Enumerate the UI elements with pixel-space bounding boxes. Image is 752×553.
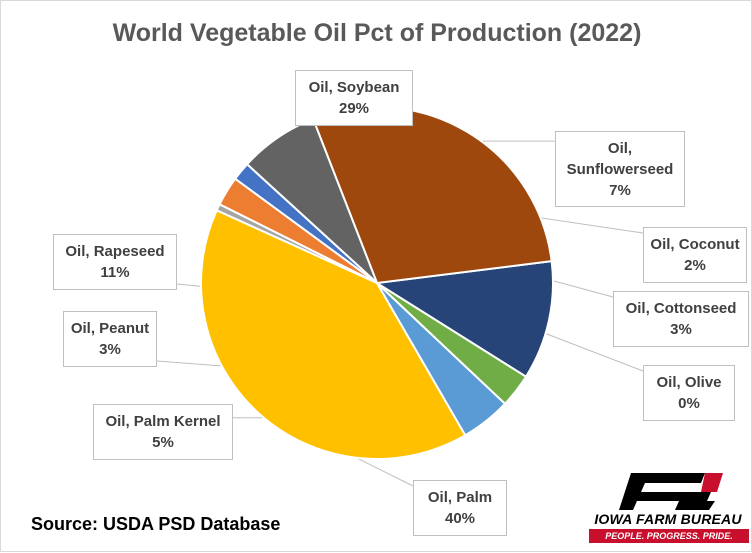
data-label-percent: 11% bbox=[100, 264, 130, 281]
data-label-percent: 7% bbox=[609, 181, 631, 199]
data-label-oil-soybean: Oil, Soybean 29% bbox=[295, 70, 413, 126]
data-label-oil-sunflowerseed: Oil, Sunflowerseed 7% bbox=[555, 131, 685, 207]
logo-name: IOWA FARM BUREAU bbox=[594, 511, 742, 527]
data-label-category: Oil, Soybean bbox=[308, 79, 400, 96]
data-label-category: Oil, Rapeseed bbox=[65, 243, 165, 260]
data-label-category: Oil, Palm Kernel bbox=[105, 413, 221, 430]
data-label-category: Oil, bbox=[607, 139, 633, 157]
data-label-category: Oil, Peanut bbox=[70, 320, 150, 337]
data-label-category: Oil, Cottonseed bbox=[625, 300, 737, 317]
data-label-category: Sunflowerseed bbox=[566, 160, 674, 178]
pie-slices bbox=[200, 106, 554, 460]
chart-title: World Vegetable Oil Pct of Production (2… bbox=[112, 19, 642, 47]
data-label-oil-rapeseed: Oil, Rapeseed 11% bbox=[53, 234, 177, 290]
data-label-percent: 5% bbox=[152, 434, 174, 451]
data-label-percent: 29% bbox=[338, 100, 370, 117]
data-label-oil-palm-kernel: Oil, Palm Kernel 5% bbox=[93, 404, 233, 460]
data-label-percent: 3% bbox=[99, 341, 121, 358]
farm-bureau-mark-icon bbox=[619, 473, 723, 510]
data-label-category: Oil, Coconut bbox=[650, 236, 740, 253]
data-label-oil-olive: Oil, Olive 0% bbox=[643, 365, 735, 421]
data-label-oil-cottonseed: Oil, Cottonseed 3% bbox=[613, 291, 749, 347]
pie-slice-oil-olive bbox=[215, 202, 378, 284]
data-label-oil-palm: Oil, Palm 40% bbox=[413, 480, 507, 536]
data-label-category: Oil, Olive bbox=[656, 374, 722, 391]
data-label-oil-coconut: Oil, Coconut 2% bbox=[643, 227, 747, 283]
data-label-category: Oil, Palm bbox=[427, 489, 493, 506]
data-label-percent: 2% bbox=[684, 257, 706, 274]
logo-tagline: PEOPLE. PROGRESS. PRIDE. bbox=[589, 529, 749, 543]
data-label-oil-peanut: Oil, Peanut 3% bbox=[63, 311, 157, 367]
pie-slice-oil-palm bbox=[200, 208, 467, 460]
pie-slice-oil-rapeseed bbox=[374, 260, 554, 379]
data-label-percent: 40% bbox=[444, 510, 476, 527]
source-note: Source: USDA PSD Database bbox=[31, 514, 281, 534]
iowa-farm-bureau-logo: IOWA FARM BUREAU PEOPLE. PROGRESS. PRIDE… bbox=[583, 470, 752, 548]
data-label-percent: 0% bbox=[678, 395, 700, 412]
data-label-percent: 3% bbox=[670, 321, 692, 338]
